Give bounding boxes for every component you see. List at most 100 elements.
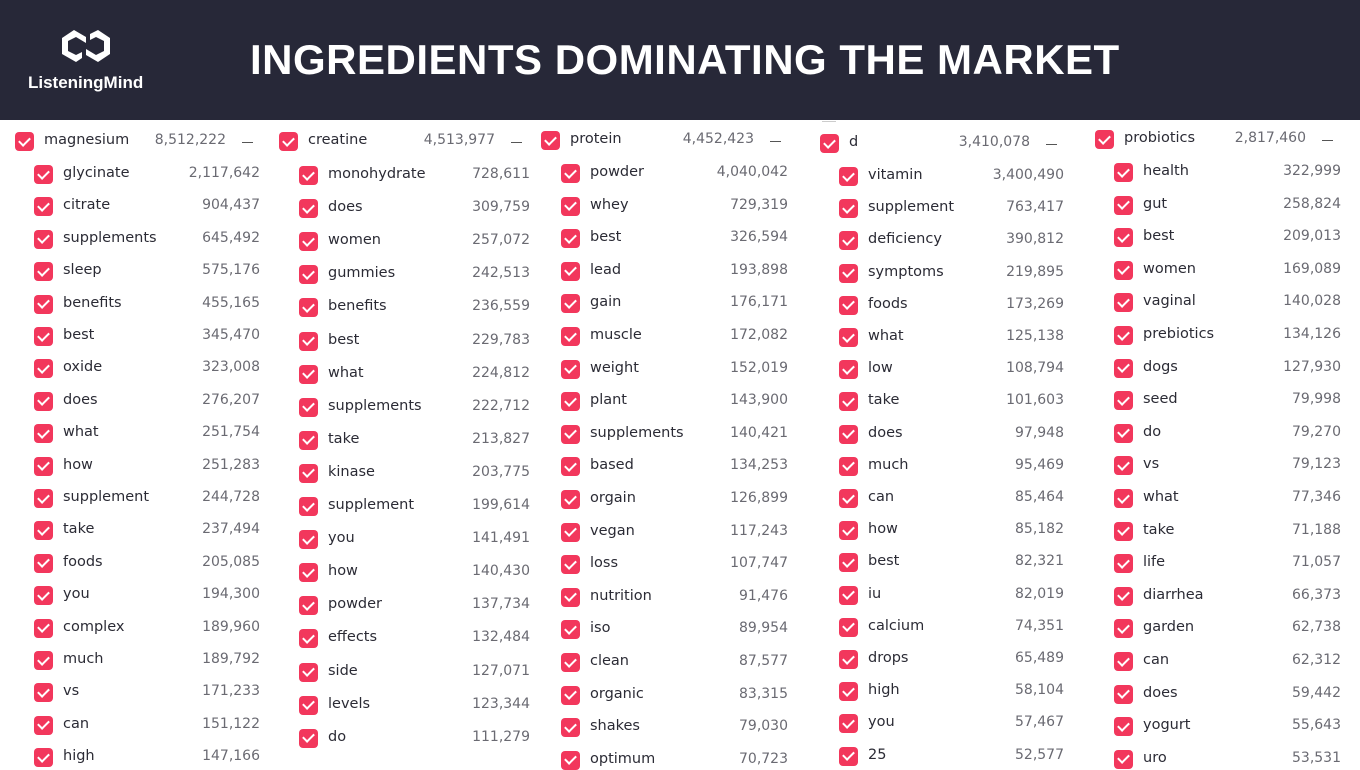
checkbox[interactable] <box>561 164 580 183</box>
checkbox[interactable] <box>561 261 580 281</box>
checkbox[interactable] <box>1114 195 1133 215</box>
checkbox[interactable] <box>299 662 318 682</box>
checkbox[interactable] <box>1114 260 1133 280</box>
checkbox[interactable] <box>1114 228 1133 248</box>
checkbox[interactable] <box>839 746 858 766</box>
checkbox[interactable] <box>839 199 858 219</box>
collapse-toggle[interactable] <box>770 141 781 142</box>
checkbox[interactable] <box>839 263 858 283</box>
checkbox[interactable] <box>299 364 318 384</box>
checkbox[interactable] <box>561 457 580 477</box>
collapse-toggle[interactable] <box>1322 140 1333 141</box>
checkbox[interactable] <box>299 596 318 616</box>
checkbox[interactable] <box>839 392 858 412</box>
checkbox[interactable] <box>299 728 318 748</box>
checkbox[interactable] <box>34 327 53 346</box>
checkbox[interactable] <box>561 327 580 346</box>
checkbox[interactable] <box>1114 456 1133 476</box>
checkbox[interactable] <box>1114 554 1133 574</box>
checkbox[interactable] <box>561 620 580 640</box>
checkbox[interactable] <box>561 750 580 770</box>
checkbox[interactable] <box>561 653 580 672</box>
checkbox[interactable] <box>839 553 858 573</box>
checkbox[interactable] <box>1114 358 1133 378</box>
checkbox[interactable] <box>1114 293 1133 313</box>
checkbox[interactable] <box>299 265 318 285</box>
checkbox[interactable] <box>279 132 298 151</box>
checkbox[interactable] <box>1114 717 1133 737</box>
checkbox[interactable] <box>34 359 53 379</box>
checkbox[interactable] <box>839 167 858 186</box>
checkbox[interactable] <box>34 197 53 217</box>
checkbox[interactable] <box>1114 423 1133 443</box>
checkbox[interactable] <box>34 424 53 444</box>
checkbox[interactable] <box>34 586 53 606</box>
checkbox[interactable] <box>839 489 858 508</box>
checkbox[interactable] <box>1114 652 1133 671</box>
checkbox[interactable] <box>15 132 34 151</box>
checkbox[interactable] <box>299 497 318 516</box>
checkbox[interactable] <box>1114 749 1133 769</box>
checkbox[interactable] <box>34 715 53 735</box>
checkbox[interactable] <box>299 563 318 583</box>
checkbox[interactable] <box>561 685 580 705</box>
checkbox[interactable] <box>561 294 580 314</box>
checkbox[interactable] <box>34 521 53 541</box>
checkbox[interactable] <box>1114 489 1133 508</box>
checkbox[interactable] <box>34 553 53 573</box>
checkbox[interactable] <box>1114 684 1133 704</box>
checkbox[interactable] <box>1114 326 1133 345</box>
checkbox[interactable] <box>561 392 580 412</box>
checkbox[interactable] <box>561 229 580 249</box>
checkbox[interactable] <box>839 521 858 541</box>
checkbox[interactable] <box>1095 130 1114 149</box>
checkbox[interactable] <box>299 629 318 649</box>
checkbox[interactable] <box>34 651 53 670</box>
checkbox[interactable] <box>34 229 53 249</box>
checkbox[interactable] <box>839 617 858 637</box>
collapse-toggle[interactable] <box>1046 144 1057 145</box>
checkbox[interactable] <box>1114 521 1133 541</box>
checkbox[interactable] <box>299 695 318 715</box>
checkbox[interactable] <box>561 522 580 542</box>
checkbox[interactable] <box>561 587 580 607</box>
checkbox[interactable] <box>1114 163 1133 182</box>
checkbox[interactable] <box>839 682 858 702</box>
checkbox[interactable] <box>839 295 858 315</box>
collapse-toggle[interactable] <box>511 142 522 143</box>
checkbox[interactable] <box>34 489 53 508</box>
checkbox[interactable] <box>1114 619 1133 639</box>
checkbox[interactable] <box>299 331 318 351</box>
checkbox[interactable] <box>561 490 580 509</box>
checkbox[interactable] <box>34 748 53 768</box>
checkbox[interactable] <box>34 683 53 703</box>
checkbox[interactable] <box>839 650 858 669</box>
checkbox[interactable] <box>561 424 580 444</box>
checkbox[interactable] <box>1114 391 1133 411</box>
checkbox[interactable] <box>34 618 53 638</box>
checkbox[interactable] <box>299 298 318 318</box>
checkbox[interactable] <box>839 424 858 444</box>
checkbox[interactable] <box>839 328 858 347</box>
checkbox[interactable] <box>561 718 580 738</box>
checkbox[interactable] <box>839 231 858 251</box>
checkbox[interactable] <box>561 196 580 216</box>
checkbox[interactable] <box>34 391 53 411</box>
checkbox[interactable] <box>820 134 839 153</box>
checkbox[interactable] <box>561 359 580 379</box>
checkbox[interactable] <box>34 262 53 282</box>
checkbox[interactable] <box>561 555 580 575</box>
checkbox[interactable] <box>299 232 318 252</box>
checkbox[interactable] <box>299 397 318 417</box>
checkbox[interactable] <box>299 530 318 550</box>
checkbox[interactable] <box>299 463 318 483</box>
collapse-toggle[interactable] <box>242 142 253 143</box>
checkbox[interactable] <box>299 166 318 185</box>
checkbox[interactable] <box>34 456 53 476</box>
checkbox[interactable] <box>541 131 560 150</box>
checkbox[interactable] <box>839 585 858 605</box>
checkbox[interactable] <box>299 199 318 219</box>
checkbox[interactable] <box>34 165 53 184</box>
checkbox[interactable] <box>299 430 318 450</box>
checkbox[interactable] <box>839 714 858 734</box>
